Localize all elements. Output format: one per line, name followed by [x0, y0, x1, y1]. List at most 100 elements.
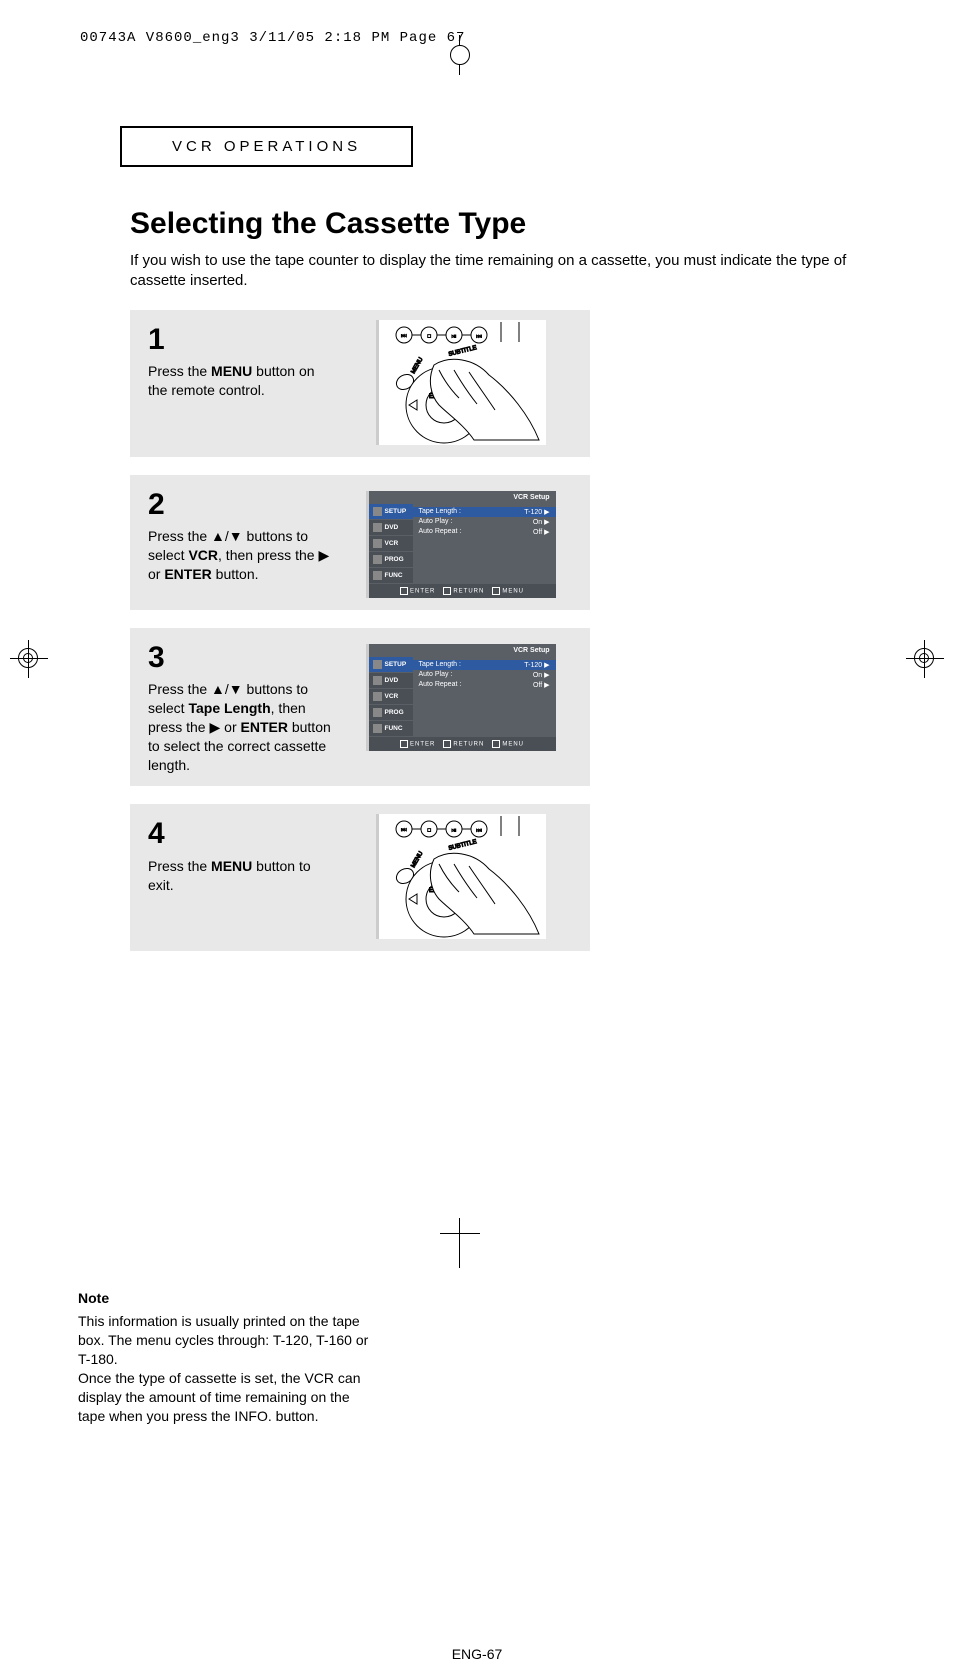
crop-mark-top: [440, 35, 480, 75]
svg-text:⏯: ⏯: [451, 828, 456, 834]
osd-side-func: FUNC: [369, 721, 413, 737]
step-number: 4: [148, 814, 333, 855]
menu-label: MENU: [211, 363, 252, 379]
print-meta-header: 00743A V8600_eng3 3/11/05 2:18 PM Page 6…: [80, 30, 894, 46]
osd-main: Tape Length :T-120 ▶ Auto Play :On ▶ Aut…: [413, 657, 556, 737]
text: Press the: [148, 528, 211, 544]
disc-icon: [373, 523, 382, 532]
osd-footer: ENTER RETURN MENU: [369, 584, 556, 598]
note-column: Note This information is usually printed…: [78, 1289, 378, 1425]
gear-icon: [373, 660, 382, 669]
text: or: [220, 719, 240, 735]
svg-text:⏯: ⏯: [451, 334, 456, 340]
step-number: 3: [148, 638, 333, 679]
intro-paragraph: If you wish to use the tape counter to d…: [130, 251, 864, 292]
osd-foot-return: RETURN: [443, 587, 484, 595]
step-4-figure: ⏮ ■ ⏯ ⏭ SUBTITLE MENU ENTER: [343, 814, 578, 939]
grid-icon: [373, 724, 382, 733]
osd-side-prog: PROG: [369, 705, 413, 721]
right-arrow: ▶: [318, 547, 329, 563]
osd-row-tape-length: Tape Length :T-120 ▶: [413, 507, 556, 517]
svg-text:⏮: ⏮: [401, 828, 407, 834]
step-2: 2 Press the ▲/▼ buttons to select VCR, t…: [130, 475, 590, 610]
svg-text:MENU: MENU: [410, 356, 424, 374]
step-4-text: 4 Press the MENU button to exit.: [148, 814, 333, 939]
page-number: ENG-67: [60, 1426, 894, 1662]
step-4: 4 Press the MENU button to exit. ⏮ ■ ⏯ ⏭…: [130, 804, 590, 951]
svg-text:SUBTITLE: SUBTITLE: [448, 840, 477, 853]
text: Press the: [148, 858, 211, 874]
osd-footer: ENTER RETURN MENU: [369, 737, 556, 751]
steps-column: 1 Press the MENU button on the remote co…: [130, 310, 590, 970]
step-1-figure: ⏮ ■ ⏯ ⏭ SUBTITLE MENU ENTER: [343, 320, 578, 445]
remote-illustration: ⏮ ■ ⏯ ⏭ SUBTITLE MENU ENTER: [376, 320, 546, 445]
osd-row-auto-play: Auto Play :On ▶: [419, 517, 550, 527]
step-3: 3 Press the ▲/▼ buttons to select Tape L…: [130, 628, 590, 787]
osd-title: VCR Setup: [369, 644, 556, 657]
manual-page: 00743A V8600_eng3 3/11/05 2:18 PM Page 6…: [0, 0, 954, 1288]
step-3-figure: VCR Setup SETUP DVD VCR PROG FUNC Tape L…: [343, 638, 578, 775]
note-paragraph-2: Once the type of cassette is set, the VC…: [78, 1369, 378, 1426]
note-paragraph-1: This information is usually printed on t…: [78, 1312, 378, 1369]
osd-row-auto-play: Auto Play :On ▶: [419, 670, 550, 680]
menu-label: MENU: [211, 858, 252, 874]
osd-foot-menu: MENU: [492, 587, 524, 595]
osd-sidebar: SETUP DVD VCR PROG FUNC: [369, 657, 413, 737]
svg-text:⏭: ⏭: [476, 334, 482, 340]
osd-foot-return: RETURN: [443, 740, 484, 748]
osd-sidebar: SETUP DVD VCR PROG FUNC: [369, 504, 413, 584]
osd-row-auto-repeat: Auto Repeat :Off ▶: [419, 527, 550, 537]
remote-illustration: ⏮ ■ ⏯ ⏭ SUBTITLE MENU ENTER: [376, 814, 546, 939]
osd-side-dvd: DVD: [369, 673, 413, 689]
clock-icon: [373, 555, 382, 564]
section-header-box: VCR OPERATIONS: [120, 126, 413, 167]
step-3-text: 3 Press the ▲/▼ buttons to select Tape L…: [148, 638, 333, 775]
enter-label: ENTER: [164, 566, 211, 582]
crop-mark-bottom: [440, 1218, 480, 1268]
osd-side-setup: SETUP: [369, 504, 413, 520]
text: or: [148, 566, 164, 582]
osd-side-vcr: VCR: [369, 689, 413, 705]
up-down-arrows: ▲/▼: [211, 681, 243, 697]
step-number: 2: [148, 485, 333, 526]
section-label-main: OPERATIONS: [224, 138, 361, 155]
svg-text:MENU: MENU: [410, 851, 424, 869]
section-label-pre: VCR: [172, 138, 224, 155]
text: , then press the: [218, 547, 318, 563]
text: Press the: [148, 681, 211, 697]
step-1: 1 Press the MENU button on the remote co…: [130, 310, 590, 457]
step-2-figure: VCR Setup SETUP DVD VCR PROG FUNC Tape L…: [343, 485, 578, 598]
right-arrow: ▶: [209, 719, 220, 735]
up-down-arrows: ▲/▼: [211, 528, 243, 544]
osd-menu: VCR Setup SETUP DVD VCR PROG FUNC Tape L…: [366, 644, 556, 751]
osd-row-auto-repeat: Auto Repeat :Off ▶: [419, 680, 550, 690]
svg-text:SUBTITLE: SUBTITLE: [448, 345, 477, 358]
disc-icon: [373, 676, 382, 685]
osd-side-dvd: DVD: [369, 520, 413, 536]
osd-foot-menu: MENU: [492, 740, 524, 748]
note-heading: Note: [78, 1289, 378, 1308]
gear-icon: [373, 507, 382, 516]
osd-row-tape-length: Tape Length :T-120 ▶: [413, 660, 556, 670]
tape-icon: [373, 692, 382, 701]
osd-foot-enter: ENTER: [400, 740, 435, 748]
osd-side-vcr: VCR: [369, 536, 413, 552]
vcr-label: VCR: [188, 547, 218, 563]
registration-mark-left: [10, 640, 48, 678]
registration-mark-right: [906, 640, 944, 678]
text: button.: [212, 566, 259, 582]
osd-side-prog: PROG: [369, 552, 413, 568]
tape-length-label: Tape Length: [188, 700, 270, 716]
step-number: 1: [148, 320, 333, 361]
svg-text:⏮: ⏮: [401, 334, 407, 340]
svg-text:■: ■: [427, 828, 431, 834]
tape-icon: [373, 539, 382, 548]
clock-icon: [373, 708, 382, 717]
svg-text:⏭: ⏭: [476, 828, 482, 834]
osd-side-func: FUNC: [369, 568, 413, 584]
step-1-text: 1 Press the MENU button on the remote co…: [148, 320, 333, 445]
osd-main: Tape Length :T-120 ▶ Auto Play :On ▶ Aut…: [413, 504, 556, 584]
enter-label: ENTER: [241, 719, 288, 735]
step-2-text: 2 Press the ▲/▼ buttons to select VCR, t…: [148, 485, 333, 598]
text: Press the: [148, 363, 211, 379]
